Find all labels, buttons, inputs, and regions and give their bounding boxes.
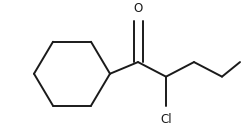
Text: Cl: Cl — [160, 113, 172, 126]
Text: O: O — [134, 2, 142, 15]
